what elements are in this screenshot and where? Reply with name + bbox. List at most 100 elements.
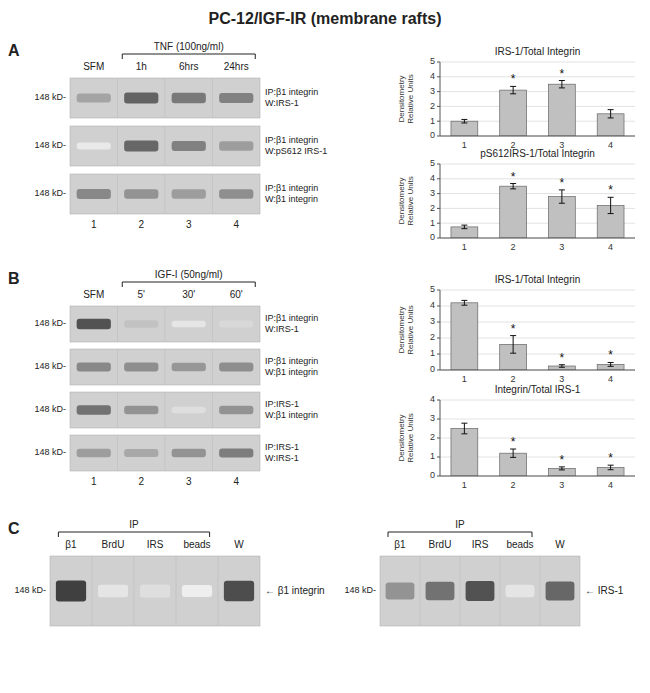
bar (500, 186, 527, 238)
x-tick-label: 3 (559, 480, 564, 490)
band (219, 321, 253, 328)
lane-divider (212, 174, 213, 214)
kd-label: 148 kD- (34, 447, 66, 457)
brace-label: IGF-I (50ng/ml) (155, 269, 223, 280)
grid-line (440, 76, 635, 77)
figure: PC-12/IGF-IR (membrane rafts)ASFM1h6hrs2… (0, 0, 650, 693)
text-line: W:IRS-1 (265, 98, 299, 108)
significance-star: * (511, 322, 516, 336)
band (124, 189, 158, 199)
band (466, 581, 495, 601)
kd-label: 148 kD- (34, 188, 66, 198)
y-tick-label: 4 (430, 71, 435, 81)
lane-number: 3 (186, 219, 192, 230)
lane-number: 4 (233, 476, 239, 487)
band (140, 585, 170, 598)
kd-label: 148 kD- (34, 318, 66, 328)
lane-divider (420, 556, 421, 626)
bar-chart: pS612IRS-1/Total Integrin012345***1234De… (397, 148, 635, 252)
error-bar (510, 86, 516, 93)
brace (388, 532, 532, 537)
significance-star: * (511, 72, 516, 86)
y-tick-label: 5 (430, 56, 435, 66)
marks (451, 423, 624, 476)
band (124, 363, 158, 372)
figure-title: PC-12/IGF-IR (membrane rafts) (209, 10, 442, 27)
band (172, 407, 206, 414)
blot-background (70, 435, 260, 471)
grid-line (440, 91, 635, 92)
band (77, 319, 111, 329)
band (172, 449, 206, 458)
lane-header: 5' (138, 289, 146, 300)
kd-label: 148 kD- (344, 585, 376, 595)
section-label: C (8, 520, 20, 537)
band (124, 92, 158, 103)
x-tick-label: 4 (608, 480, 613, 490)
band (56, 580, 86, 601)
lane-divider (176, 556, 177, 626)
lane-divider (540, 556, 541, 626)
band (172, 363, 206, 372)
bar (451, 303, 478, 370)
y-axis (440, 400, 441, 476)
y-tick-label: 1 (430, 348, 435, 358)
grid-line (440, 62, 635, 63)
significance-star: * (560, 176, 565, 190)
lane-divider (117, 349, 118, 385)
y-axis (440, 164, 441, 238)
y-axis-label: DensitometryRelative Units (397, 305, 415, 354)
x-tick-label: 1 (462, 374, 467, 384)
y-tick-label: 0 (430, 232, 435, 242)
x-tick-label: 4 (608, 242, 613, 252)
y-tick-label: 1 (430, 451, 435, 461)
lane-divider (460, 556, 461, 626)
significance-star: * (511, 170, 516, 184)
blot-background (70, 174, 260, 214)
lane-header: β1 (394, 539, 406, 550)
lane-header: W (555, 539, 565, 550)
lane-number: 1 (91, 219, 97, 230)
text-line: Relative Units (406, 176, 415, 225)
error-bar (559, 81, 565, 88)
text-line: IP:β1 integrin (265, 183, 318, 193)
error-bar (461, 119, 467, 123)
grid-line (440, 106, 635, 107)
lane-header: 60' (230, 289, 243, 300)
y-axis (440, 290, 441, 370)
text-line: W:β1 integrin (265, 194, 318, 204)
row-label: IP:β1 integrinW:IRS-1 (265, 87, 318, 108)
bar (548, 84, 575, 136)
blot-background (70, 126, 260, 166)
band (219, 406, 253, 415)
lane-header: BrdU (429, 539, 452, 550)
row-label: ← IRS-1 (585, 585, 624, 596)
blot-background (380, 556, 580, 626)
lane-divider (165, 126, 166, 166)
text-line: W:β1 integrin (265, 367, 318, 377)
y-tick-label: 5 (430, 284, 435, 294)
band (182, 585, 212, 597)
text-line: IP:IRS-1 (265, 442, 299, 452)
lane-divider (117, 174, 118, 214)
y-tick-label: 3 (430, 86, 435, 96)
text-line: IP:β1 integrin (265, 135, 318, 145)
band (386, 583, 415, 600)
chart-title: Integrin/Total IRS-1 (495, 384, 581, 395)
section-label: A (8, 42, 20, 59)
lane-divider (218, 556, 219, 626)
x-tick-label: 3 (559, 242, 564, 252)
lane-number: 4 (233, 219, 239, 230)
marks (451, 184, 624, 238)
grid-line (440, 476, 635, 477)
text-line: Relative Units (406, 305, 415, 354)
blot-background (50, 556, 260, 626)
band (219, 93, 253, 103)
error-bar (559, 365, 565, 368)
bar-chart: IRS-1/Total Integrin012345***1234Densito… (397, 274, 635, 384)
lane-header: beads (506, 539, 533, 550)
error-bar (510, 184, 516, 189)
section-label: B (8, 270, 20, 287)
kd-label: 148 kD- (34, 404, 66, 414)
significance-star: * (608, 451, 613, 465)
